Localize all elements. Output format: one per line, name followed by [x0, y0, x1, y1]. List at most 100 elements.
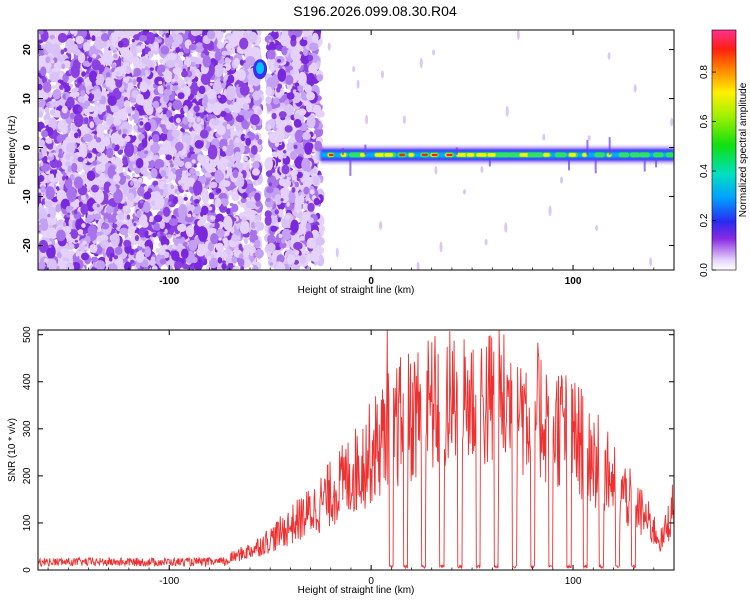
noise-blob	[45, 42, 54, 54]
noise-blob	[114, 30, 124, 38]
snr-ytick-label: 200	[22, 467, 33, 484]
noise-blob	[226, 208, 231, 215]
noise-blob	[297, 228, 304, 236]
noise-blob	[302, 203, 309, 211]
noise-blob	[266, 242, 276, 253]
noise-blob	[126, 106, 133, 114]
noise-blob	[241, 216, 247, 222]
ridge-yellow-cell	[582, 153, 587, 157]
ridge-yellow-cell	[487, 153, 496, 157]
noise-blob	[56, 229, 66, 242]
colorbar-label: Normalized spectral amplitude	[738, 82, 749, 217]
noise-blob	[291, 186, 296, 193]
noise-blob	[65, 205, 71, 213]
noise-blob	[156, 267, 161, 270]
noise-blob	[38, 174, 45, 183]
ridge-streak	[364, 144, 367, 155]
noise-blob	[152, 41, 159, 52]
noise-blob	[298, 71, 307, 86]
noise-blob	[69, 84, 73, 88]
noise-blob	[240, 265, 245, 270]
colorbar-tick-label: 0.4	[699, 164, 710, 178]
noise-blob	[284, 125, 293, 133]
noise-blob	[136, 76, 143, 83]
noise-blob	[302, 132, 311, 140]
noise-blob	[44, 119, 50, 125]
noise-blob	[144, 53, 149, 59]
noise-blob	[158, 30, 164, 35]
noise-blob	[235, 231, 240, 236]
noise-blob	[114, 246, 123, 255]
colorbar-tick-label: 0.8	[699, 65, 710, 79]
noise-blob	[66, 262, 75, 270]
noise-blob	[304, 84, 312, 93]
noise-blob	[294, 181, 299, 188]
noise-blob	[91, 35, 96, 42]
noise-blob	[172, 85, 179, 91]
noise-blob	[48, 224, 53, 229]
noise-blob	[281, 164, 290, 175]
noise-blob	[221, 82, 226, 89]
noise-blob	[119, 65, 127, 72]
noise-blob	[62, 84, 71, 93]
noise-blob	[49, 109, 56, 116]
noise-blob	[220, 179, 227, 187]
noise-blob	[277, 68, 287, 82]
noise-blob	[300, 52, 310, 65]
noise-blob	[159, 58, 164, 64]
noise-blob	[139, 121, 144, 126]
noise-blob	[61, 105, 68, 114]
noise-blob	[123, 171, 127, 177]
noise-blob	[269, 64, 275, 73]
noise-blob	[93, 88, 102, 101]
noise-blob	[92, 53, 97, 59]
noise-blob	[242, 192, 247, 199]
noise-blob	[164, 175, 169, 180]
noise-blob	[114, 158, 124, 168]
ridge-yellow-cell	[408, 153, 414, 157]
noise-blob	[306, 72, 316, 87]
noise-blob	[162, 194, 166, 198]
sparse-blob	[380, 70, 384, 79]
noise-blob	[177, 60, 184, 68]
noise-blob	[286, 254, 296, 265]
noise-blob	[60, 123, 68, 135]
noise-blob	[193, 164, 197, 168]
noise-blob	[81, 223, 86, 228]
noise-blob	[246, 244, 250, 250]
noise-blob	[238, 243, 243, 250]
noise-blob	[299, 51, 303, 55]
noise-blob	[49, 72, 60, 83]
noise-blob	[147, 51, 154, 58]
noise-blob	[119, 227, 129, 236]
noise-blob	[139, 200, 144, 204]
spectrogram-ylabel: Frequency (Hz)	[7, 116, 18, 185]
noise-blob	[69, 156, 74, 160]
noise-blob	[269, 261, 274, 266]
noise-blob	[51, 85, 56, 90]
noise-blob	[54, 100, 60, 107]
noise-blob	[179, 51, 184, 57]
noise-blob	[144, 246, 152, 258]
noise-blob	[79, 143, 86, 150]
noise-blob	[86, 152, 93, 159]
noise-blob	[188, 122, 192, 128]
noise-blob	[179, 167, 184, 172]
noise-blob	[289, 150, 298, 160]
noise-blob	[38, 111, 43, 118]
noise-blob	[160, 65, 166, 73]
noise-blob	[224, 144, 234, 157]
noise-blob	[64, 177, 73, 190]
noise-blob	[255, 180, 260, 186]
sparse-blob	[595, 225, 599, 231]
noise-blob	[233, 103, 241, 114]
noise-blob	[108, 184, 117, 194]
ridge-yellow-cell	[466, 153, 475, 157]
noise-blob	[93, 134, 97, 140]
noise-blob	[152, 133, 160, 143]
noise-blob	[316, 74, 323, 82]
noise-blob	[200, 52, 205, 58]
noise-blob	[83, 44, 90, 52]
noise-blob	[82, 172, 86, 176]
